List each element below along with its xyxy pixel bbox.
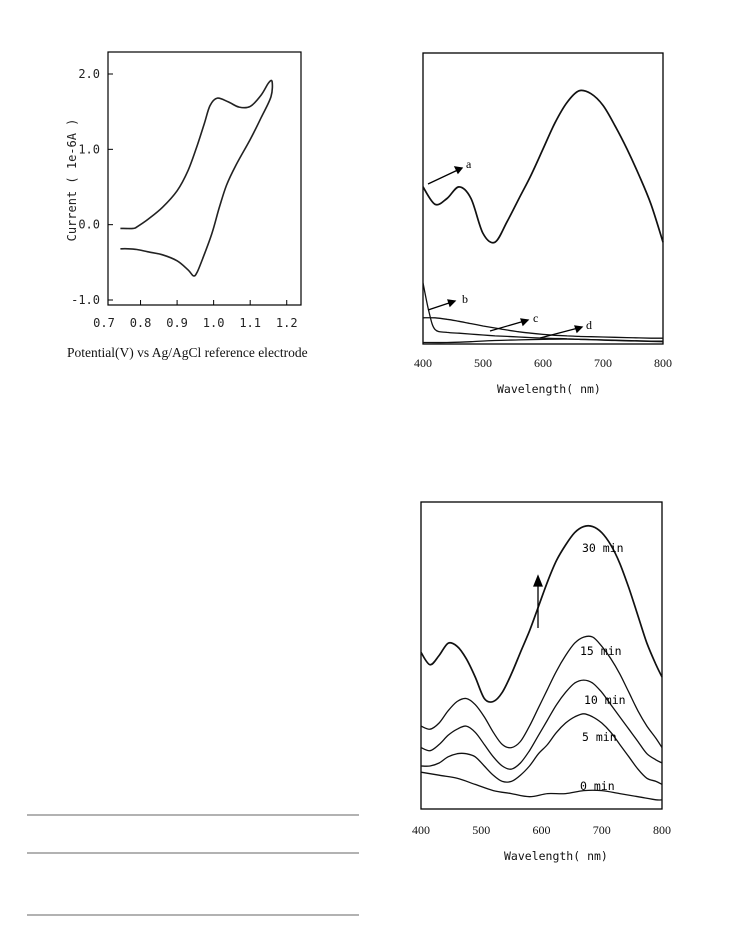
cv-x-tick-label: 1.0	[203, 316, 225, 330]
curve-label-d: d	[586, 318, 592, 332]
uv1-x-tick-label: 700	[594, 356, 612, 370]
cv-y-tick-label: 2.0	[78, 67, 100, 81]
arrow-a-head	[453, 166, 464, 175]
time-label-30: 30 min	[582, 541, 624, 555]
uv2-series-line	[420, 713, 663, 785]
uv2-curves	[420, 524, 663, 801]
uv2-series-line	[420, 679, 663, 770]
uv1-series-line	[422, 89, 664, 244]
uv1-curves	[422, 89, 664, 344]
uv1-series-line	[422, 317, 663, 339]
uv2-chart: 400 500 600 700 800 30 min 15 min 10 min 5 m…	[412, 501, 671, 863]
cv-x-ticks: 0.7 0.8 0.9 1.0 1.1 1.2	[93, 300, 298, 330]
cv-x-tick-label: 1.1	[239, 316, 261, 330]
uv2-x-tick-label: 500	[472, 823, 490, 837]
cv-y-axis-label: Current ( 1e-6A )	[65, 119, 79, 242]
cv-curve	[120, 79, 274, 277]
uv2-up-arrow	[533, 574, 543, 628]
uv2-x-tick-label: 600	[533, 823, 551, 837]
cv-x-tick-label: 0.7	[93, 316, 115, 330]
uv1-arrows	[427, 166, 584, 339]
uv1-chart: 400 500 600 700 800 a b c d Wavelength( nm)	[414, 52, 672, 396]
uv1-x-tick-label: 800	[654, 356, 672, 370]
cv-plot-frame	[107, 51, 302, 306]
uv1-x-ticks: 400 500 600 700 800	[414, 356, 672, 370]
cv-chart: 2.0 1.0 0.0 -1.0 0.7 0.8 0.9 1.0 1.1 1.2 Current…	[65, 51, 308, 360]
time-label-0: 0 min	[580, 779, 615, 793]
arrow-d	[539, 326, 583, 339]
cv-y-ticks: 2.0 1.0 0.0 -1.0	[71, 67, 113, 307]
uv1-x-axis-label: Wavelength( nm)	[497, 382, 601, 396]
arrow-c-head	[520, 318, 530, 327]
uv2-series-line	[420, 771, 663, 801]
curve-label-c: c	[533, 311, 538, 325]
cv-x-axis-label: Potential(V) vs Ag/AgCl reference electr…	[67, 345, 308, 360]
cv-x-tick-label: 0.8	[130, 316, 152, 330]
curve-label-b: b	[462, 292, 468, 306]
curve-label-a: a	[466, 157, 472, 171]
time-label-10: 10 min	[584, 693, 626, 707]
cv-y-tick-label: 0.0	[78, 218, 100, 232]
cv-y-tick-label: -1.0	[71, 293, 100, 307]
uv2-series-line	[420, 635, 663, 749]
uv1-x-tick-label: 600	[534, 356, 552, 370]
uv1-x-tick-label: 400	[414, 356, 432, 370]
cv-y-tick-label: 1.0	[78, 142, 100, 156]
uv1-x-tick-label: 500	[474, 356, 492, 370]
uv2-series-line	[420, 524, 663, 703]
uv2-x-tick-label: 800	[653, 823, 671, 837]
uv1-series-line	[422, 338, 664, 344]
uv2-plot-frame	[420, 501, 663, 810]
uv2-x-tick-label: 400	[412, 823, 430, 837]
uv1-series-line	[422, 282, 663, 342]
uv2-x-axis-label: Wavelength( nm)	[504, 849, 608, 863]
time-label-15: 15 min	[580, 644, 622, 658]
uv2-x-tick-label: 700	[593, 823, 611, 837]
uv1-plot-frame	[422, 52, 664, 345]
cv-x-tick-label: 0.9	[166, 316, 188, 330]
uv2-x-ticks: 400 500 600 700 800	[412, 823, 671, 837]
cv-x-tick-label: 1.2	[276, 316, 298, 330]
arrow-d-head	[574, 325, 584, 334]
up-arrow-head	[533, 574, 543, 587]
time-label-5: 5 min	[582, 730, 617, 744]
arrow-b-head	[447, 299, 457, 308]
